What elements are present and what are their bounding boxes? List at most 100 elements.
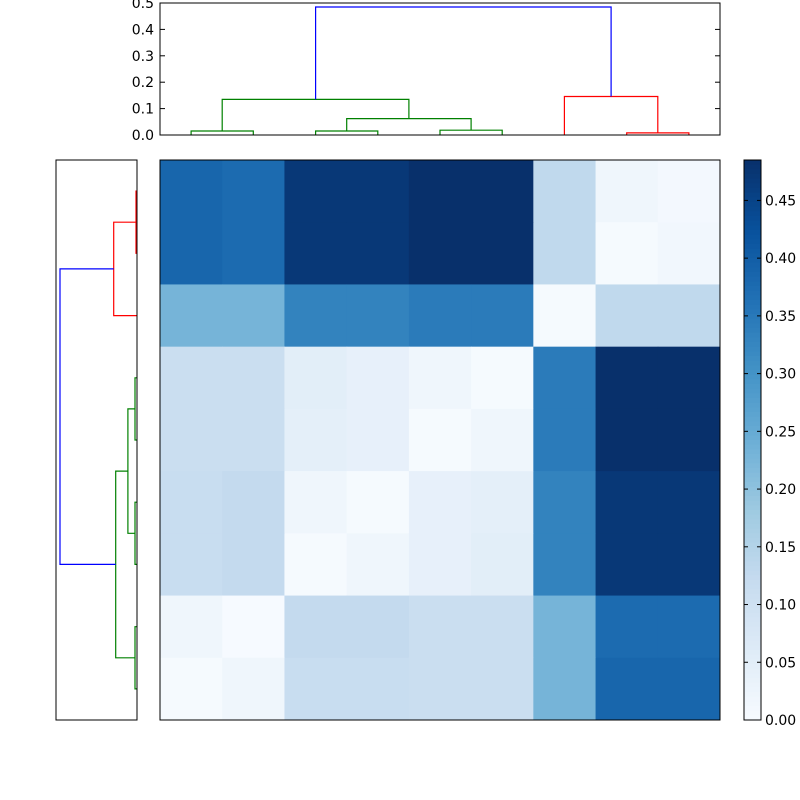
colorbar-segment	[744, 622, 761, 628]
colorbar-segment	[744, 342, 761, 348]
heatmap-cell	[160, 471, 223, 534]
colorbar-segment	[744, 225, 761, 231]
heatmap-cell	[160, 222, 223, 285]
heatmap-cell	[346, 471, 410, 534]
colorbar-segment	[744, 538, 761, 544]
colorbar-segment	[744, 575, 761, 581]
colorbar-segment	[744, 388, 761, 394]
heatmap-cell	[471, 284, 534, 348]
top-dendrogram-link	[190, 130, 254, 135]
heatmap-cell	[657, 346, 721, 410]
top-dendrogram-link	[563, 95, 659, 135]
colorbar-segment	[744, 258, 761, 264]
colorbar-segment	[744, 626, 761, 632]
heatmap-cell	[222, 595, 285, 659]
heatmap-cell	[346, 160, 410, 223]
colorbar-segment	[744, 645, 761, 651]
top-dendrogram-ytick-label: 0.5	[132, 0, 154, 12]
colorbar-segment	[744, 346, 761, 352]
colorbar-segment	[744, 169, 761, 175]
colorbar-segment	[744, 533, 761, 539]
colorbar-segment	[744, 706, 761, 712]
heatmap-cell	[471, 657, 534, 721]
heatmap-cell	[346, 222, 410, 285]
colorbar-segment	[744, 412, 761, 418]
colorbar-segment	[744, 566, 761, 572]
colorbar-segment	[744, 300, 761, 306]
colorbar-segment	[744, 636, 761, 642]
heatmap-cell	[657, 222, 721, 285]
heatmap-cell	[408, 284, 472, 348]
top-dendrogram-link	[346, 117, 472, 131]
heatmap-cell	[222, 160, 285, 223]
colorbar-segment	[744, 482, 761, 488]
heatmap-cell	[346, 408, 410, 472]
heatmap-cell	[222, 657, 285, 721]
top-dendrogram-link	[315, 6, 612, 100]
colorbar-segment	[744, 463, 761, 469]
colorbar-segment	[744, 668, 761, 674]
heatmap-cell	[408, 222, 472, 285]
heatmap-cell	[160, 657, 223, 721]
heatmap-cell	[595, 595, 659, 659]
colorbar-segment	[744, 234, 761, 240]
heatmap-cell	[160, 346, 223, 410]
left-dendrogram-link	[113, 221, 137, 317]
heatmap-cell	[284, 160, 348, 223]
colorbar-segment	[744, 183, 761, 189]
colorbar-segment	[744, 603, 761, 609]
left-dendrogram-link	[59, 268, 116, 566]
heatmap-cell	[160, 408, 223, 472]
heatmap-cell	[284, 222, 348, 285]
heatmap-cell	[595, 160, 659, 223]
colorbar-segment	[744, 486, 761, 492]
colorbar-segment	[744, 608, 761, 614]
heatmap-cell	[408, 408, 472, 472]
heatmap-cell	[533, 346, 597, 410]
left-dendrogram-link	[115, 470, 135, 659]
heatmap-cell	[657, 160, 721, 223]
heatmap-cell	[346, 346, 410, 410]
colorbar-segment	[744, 314, 761, 320]
heatmap-cell	[408, 471, 472, 534]
colorbar-segment	[744, 416, 761, 422]
top-dendrogram-ytick-label: 0.3	[132, 49, 154, 65]
heatmap-cell	[222, 533, 285, 597]
heatmap-cell	[346, 657, 410, 721]
colorbar-segment	[744, 197, 761, 203]
heatmap-cell	[222, 284, 285, 348]
heatmap-cell	[408, 657, 472, 721]
colorbar-segment	[744, 710, 761, 716]
colorbar-segment	[744, 440, 761, 446]
colorbar-segment	[744, 496, 761, 502]
heatmap-cell	[595, 471, 659, 534]
heatmap-cell	[595, 284, 659, 348]
colorbar-segment	[744, 426, 761, 432]
colorbar-segment	[744, 393, 761, 399]
heatmap-cell	[160, 533, 223, 597]
colorbar-segment	[744, 174, 761, 180]
colorbar-segment	[744, 477, 761, 483]
heatmap-cell	[346, 284, 410, 348]
top-dendrogram-ytick-label: 0.1	[132, 102, 154, 118]
colorbar-tick-label: 0.45	[765, 193, 796, 209]
heatmap-cell	[284, 284, 348, 348]
heatmap-cell	[284, 408, 348, 472]
colorbar: 0.00 0.05 0.10 0.15 0.20 0.25 0.30 0.35 0.40 0.45	[743, 159, 796, 729]
colorbar-segment	[744, 248, 761, 254]
colorbar-segment	[744, 715, 761, 721]
heatmap-cell	[408, 346, 472, 410]
colorbar-segment	[744, 650, 761, 656]
colorbar-segment	[744, 468, 761, 474]
colorbar-segment	[744, 528, 761, 534]
top-dendrogram-link	[439, 129, 503, 135]
colorbar-segment	[744, 631, 761, 637]
colorbar-segment	[744, 262, 761, 268]
heatmap-cell	[471, 222, 534, 285]
top-dendrogram-ytick-label: 0.0	[132, 128, 154, 144]
colorbar-segment	[744, 304, 761, 310]
colorbar-segment	[744, 365, 761, 371]
colorbar-segment	[744, 178, 761, 184]
heatmap-cell	[222, 408, 285, 472]
colorbar-segment	[744, 318, 761, 324]
